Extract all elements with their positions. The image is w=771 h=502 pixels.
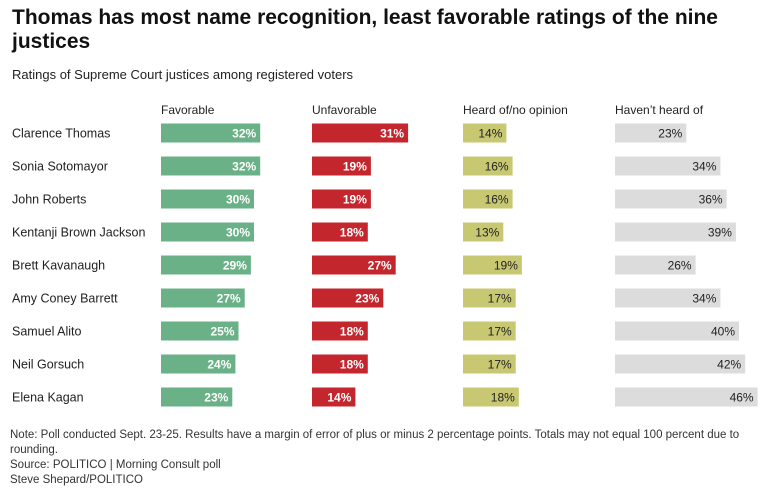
data-label-unfavorable-brett-kavanaugh: 27% [368,259,392,273]
column-header-favorable: Favorable [161,103,215,117]
data-label-favorable-samuel-alito: 25% [210,325,234,339]
bar-havent-heard-elena-kagan [615,387,758,407]
row-label-samuel-alito: Samuel Alito [12,325,82,339]
bar-favorable-brett-kavanaugh [161,255,251,275]
bar-favorable-john-roberts [161,189,254,209]
bar-unfavorable-kentanji-brown-jackson [312,222,368,242]
footnotes: Note: Poll conducted Sept. 23-25. Result… [10,428,765,488]
data-label-havent-heard-amy-coney-barrett: 34% [692,292,716,306]
bar-favorable-clarence-thomas [161,123,261,143]
credit-line: Steve Shepard/POLITICO [10,474,143,486]
data-label-havent-heard-brett-kavanaugh: 26% [668,259,692,273]
bar-heard-no-opinion-samuel-alito [463,321,516,341]
bar-heard-no-opinion-brett-kavanaugh [463,255,522,275]
bar-chart: Favorable Unfavorable Heard of/no opinion H… [12,103,758,407]
data-label-havent-heard-neil-gorsuch: 42% [717,358,741,372]
data-label-unfavorable-john-roberts: 19% [343,193,367,207]
bar-unfavorable-neil-gorsuch [312,354,368,374]
data-label-favorable-kentanji-brown-jackson: 30% [226,226,250,240]
data-label-favorable-elena-kagan: 23% [204,391,228,405]
poll-note: Note: Poll conducted Sept. 23-25. Result… [10,429,740,456]
bar-heard-no-opinion-clarence-thomas [463,123,507,143]
row-label-amy-coney-barrett: Amy Coney Barrett [12,292,118,306]
bar-havent-heard-brett-kavanaugh [615,255,696,275]
bar-favorable-elena-kagan [161,387,233,407]
data-label-unfavorable-neil-gorsuch: 18% [340,358,364,372]
data-label-heard-no-opinion-sonia-sotomayor: 16% [485,160,509,174]
bar-unfavorable-brett-kavanaugh [312,255,396,275]
bar-heard-no-opinion-sonia-sotomayor [463,156,513,176]
data-label-heard-no-opinion-john-roberts: 16% [485,193,509,207]
bar-heard-no-opinion-elena-kagan [463,387,519,407]
data-label-favorable-brett-kavanaugh: 29% [223,259,247,273]
bar-unfavorable-amy-coney-barrett [312,288,384,308]
bar-havent-heard-neil-gorsuch [615,354,746,374]
bar-havent-heard-clarence-thomas [615,123,687,143]
bar-favorable-samuel-alito [161,321,239,341]
chart-title: Thomas has most name recognition, least … [12,6,718,53]
bar-unfavorable-john-roberts [312,189,371,209]
bar-heard-no-opinion-kentanji-brown-jackson [463,222,504,242]
bar-favorable-sonia-sotomayor [161,156,261,176]
data-label-unfavorable-sonia-sotomayor: 19% [343,160,367,174]
bar-unfavorable-sonia-sotomayor [312,156,371,176]
data-label-heard-no-opinion-brett-kavanaugh: 19% [494,259,518,273]
data-label-heard-no-opinion-kentanji-brown-jackson: 13% [475,226,499,240]
source-line: Source: POLITICO | Morning Consult poll [10,459,221,471]
bar-favorable-kentanji-brown-jackson [161,222,254,242]
data-label-heard-no-opinion-elena-kagan: 18% [491,391,515,405]
bar-favorable-neil-gorsuch [161,354,236,374]
data-label-havent-heard-kentanji-brown-jackson: 39% [708,226,732,240]
chart-subtitle: Ratings of Supreme Court justices among … [12,67,354,82]
bar-heard-no-opinion-neil-gorsuch [463,354,516,374]
data-label-favorable-sonia-sotomayor: 32% [232,160,256,174]
data-label-heard-no-opinion-amy-coney-barrett: 17% [488,292,512,306]
data-label-unfavorable-samuel-alito: 18% [340,325,364,339]
row-label-clarence-thomas: Clarence Thomas [12,127,110,141]
data-label-unfavorable-amy-coney-barrett: 23% [355,292,379,306]
bar-havent-heard-john-roberts [615,189,727,209]
row-label-kentanji-brown-jackson: Kentanji Brown Jackson [12,226,145,240]
row-label-brett-kavanaugh: Brett Kavanaugh [12,259,105,273]
data-label-favorable-neil-gorsuch: 24% [207,358,231,372]
data-label-heard-no-opinion-clarence-thomas: 14% [478,127,502,141]
row-label-elena-kagan: Elena Kagan [12,391,84,405]
data-label-favorable-john-roberts: 30% [226,193,250,207]
data-label-havent-heard-elena-kagan: 46% [730,391,754,405]
data-label-havent-heard-clarence-thomas: 23% [658,127,682,141]
data-label-havent-heard-sonia-sotomayor: 34% [692,160,716,174]
row-label-neil-gorsuch: Neil Gorsuch [12,358,84,372]
column-header-unfavorable: Unfavorable [312,103,377,117]
data-label-unfavorable-kentanji-brown-jackson: 18% [340,226,364,240]
column-header-havent-heard: Haven’t heard of [615,103,704,117]
column-header-heard-no-opinion: Heard of/no opinion [463,103,568,117]
row-label-sonia-sotomayor: Sonia Sotomayor [12,160,108,174]
data-label-unfavorable-clarence-thomas: 31% [380,127,404,141]
bar-unfavorable-samuel-alito [312,321,368,341]
bar-favorable-amy-coney-barrett [161,288,245,308]
data-label-havent-heard-john-roberts: 36% [699,193,723,207]
bar-havent-heard-sonia-sotomayor [615,156,721,176]
data-label-heard-no-opinion-samuel-alito: 17% [488,325,512,339]
bar-havent-heard-amy-coney-barrett [615,288,721,308]
bar-havent-heard-kentanji-brown-jackson [615,222,736,242]
bar-unfavorable-elena-kagan [312,387,356,407]
data-label-havent-heard-samuel-alito: 40% [711,325,735,339]
row-label-john-roberts: John Roberts [12,193,86,207]
bar-havent-heard-samuel-alito [615,321,739,341]
data-label-unfavorable-elena-kagan: 14% [327,391,351,405]
bar-heard-no-opinion-amy-coney-barrett [463,288,516,308]
data-label-heard-no-opinion-neil-gorsuch: 17% [488,358,512,372]
data-label-favorable-amy-coney-barrett: 27% [217,292,241,306]
data-label-favorable-clarence-thomas: 32% [232,127,256,141]
bar-heard-no-opinion-john-roberts [463,189,513,209]
bar-unfavorable-clarence-thomas [312,123,409,143]
